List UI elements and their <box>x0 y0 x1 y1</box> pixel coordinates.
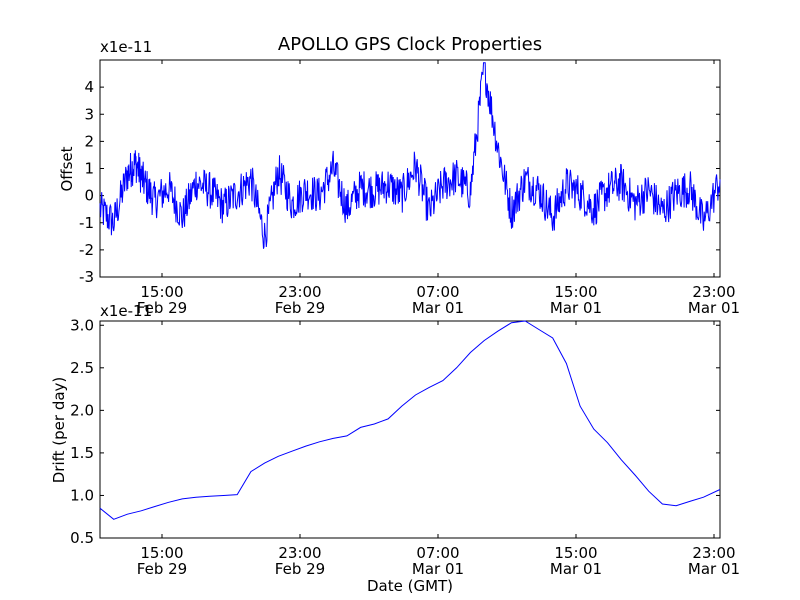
offset-ytick-label: -2 <box>79 241 94 259</box>
x-axis-label: Date (GMT) <box>367 577 453 595</box>
drift-plot-frame <box>99 320 721 539</box>
offset-y-axis-label: Offset <box>58 146 76 191</box>
drift-xtick-time-label: 15:00 <box>554 544 597 562</box>
drift-plot: x1e-11 Drift (per day) Date (GMT) 0.5 1.0… <box>50 302 740 595</box>
offset-ytick-label: 3 <box>84 105 94 123</box>
chart-title: APOLLO GPS Clock Properties <box>278 34 542 55</box>
drift-ytick-label: 3.0 <box>70 316 94 334</box>
drift-xtick-time-label: 23:00 <box>278 544 321 562</box>
offset-xtick-date-label: Feb 29 <box>137 299 187 317</box>
offset-scale-label: x1e-11 <box>100 38 152 56</box>
drift-xtick-date-label: Mar 01 <box>688 560 740 578</box>
drift-scale-label: x1e-11 <box>100 302 152 320</box>
offset-xtick-date-label: Mar 01 <box>412 299 464 317</box>
drift-xtick-time-label: 07:00 <box>416 544 459 562</box>
drift-xtick-date-label: Feb 29 <box>275 560 325 578</box>
offset-xtick-time-label: 15:00 <box>140 283 183 301</box>
drift-y-axis-label: Drift (per day) <box>50 377 68 484</box>
drift-xtick-date-label: Feb 29 <box>137 560 187 578</box>
offset-xtick-time-label: 07:00 <box>416 283 459 301</box>
drift-ytick-label: 1.5 <box>70 444 94 462</box>
offset-plot-frame <box>99 59 721 278</box>
drift-xtick-date-label: Mar 01 <box>550 560 602 578</box>
offset-ytick-label: -3 <box>79 268 94 286</box>
drift-ytick-label: 1.0 <box>70 486 94 504</box>
drift-xtick-date-label: Mar 01 <box>412 560 464 578</box>
offset-xtick-time-label: 23:00 <box>692 283 735 301</box>
offset-ytick-label: -1 <box>79 214 94 232</box>
offset-xtick-date-label: Feb 29 <box>275 299 325 317</box>
offset-xtick-date-label: Mar 01 <box>550 299 602 317</box>
drift-ytick-label: 2.0 <box>70 401 94 419</box>
drift-series-line <box>99 320 721 520</box>
offset-ytick-label: 1 <box>84 160 94 178</box>
offset-xtick-date-label: Mar 01 <box>688 299 740 317</box>
drift-ytick-label: 2.5 <box>70 359 94 377</box>
drift-xtick-time-label: 15:00 <box>140 544 183 562</box>
offset-ytick-label: 4 <box>84 78 94 96</box>
drift-ytick-label: 0.5 <box>70 529 94 547</box>
offset-ytick-label: 2 <box>84 132 94 150</box>
offset-xtick-time-label: 15:00 <box>554 283 597 301</box>
offset-ytick-label: 0 <box>84 187 94 205</box>
offset-series-line <box>99 62 721 249</box>
offset-xtick-time-label: 23:00 <box>278 283 321 301</box>
drift-xtick-time-label: 23:00 <box>692 544 735 562</box>
